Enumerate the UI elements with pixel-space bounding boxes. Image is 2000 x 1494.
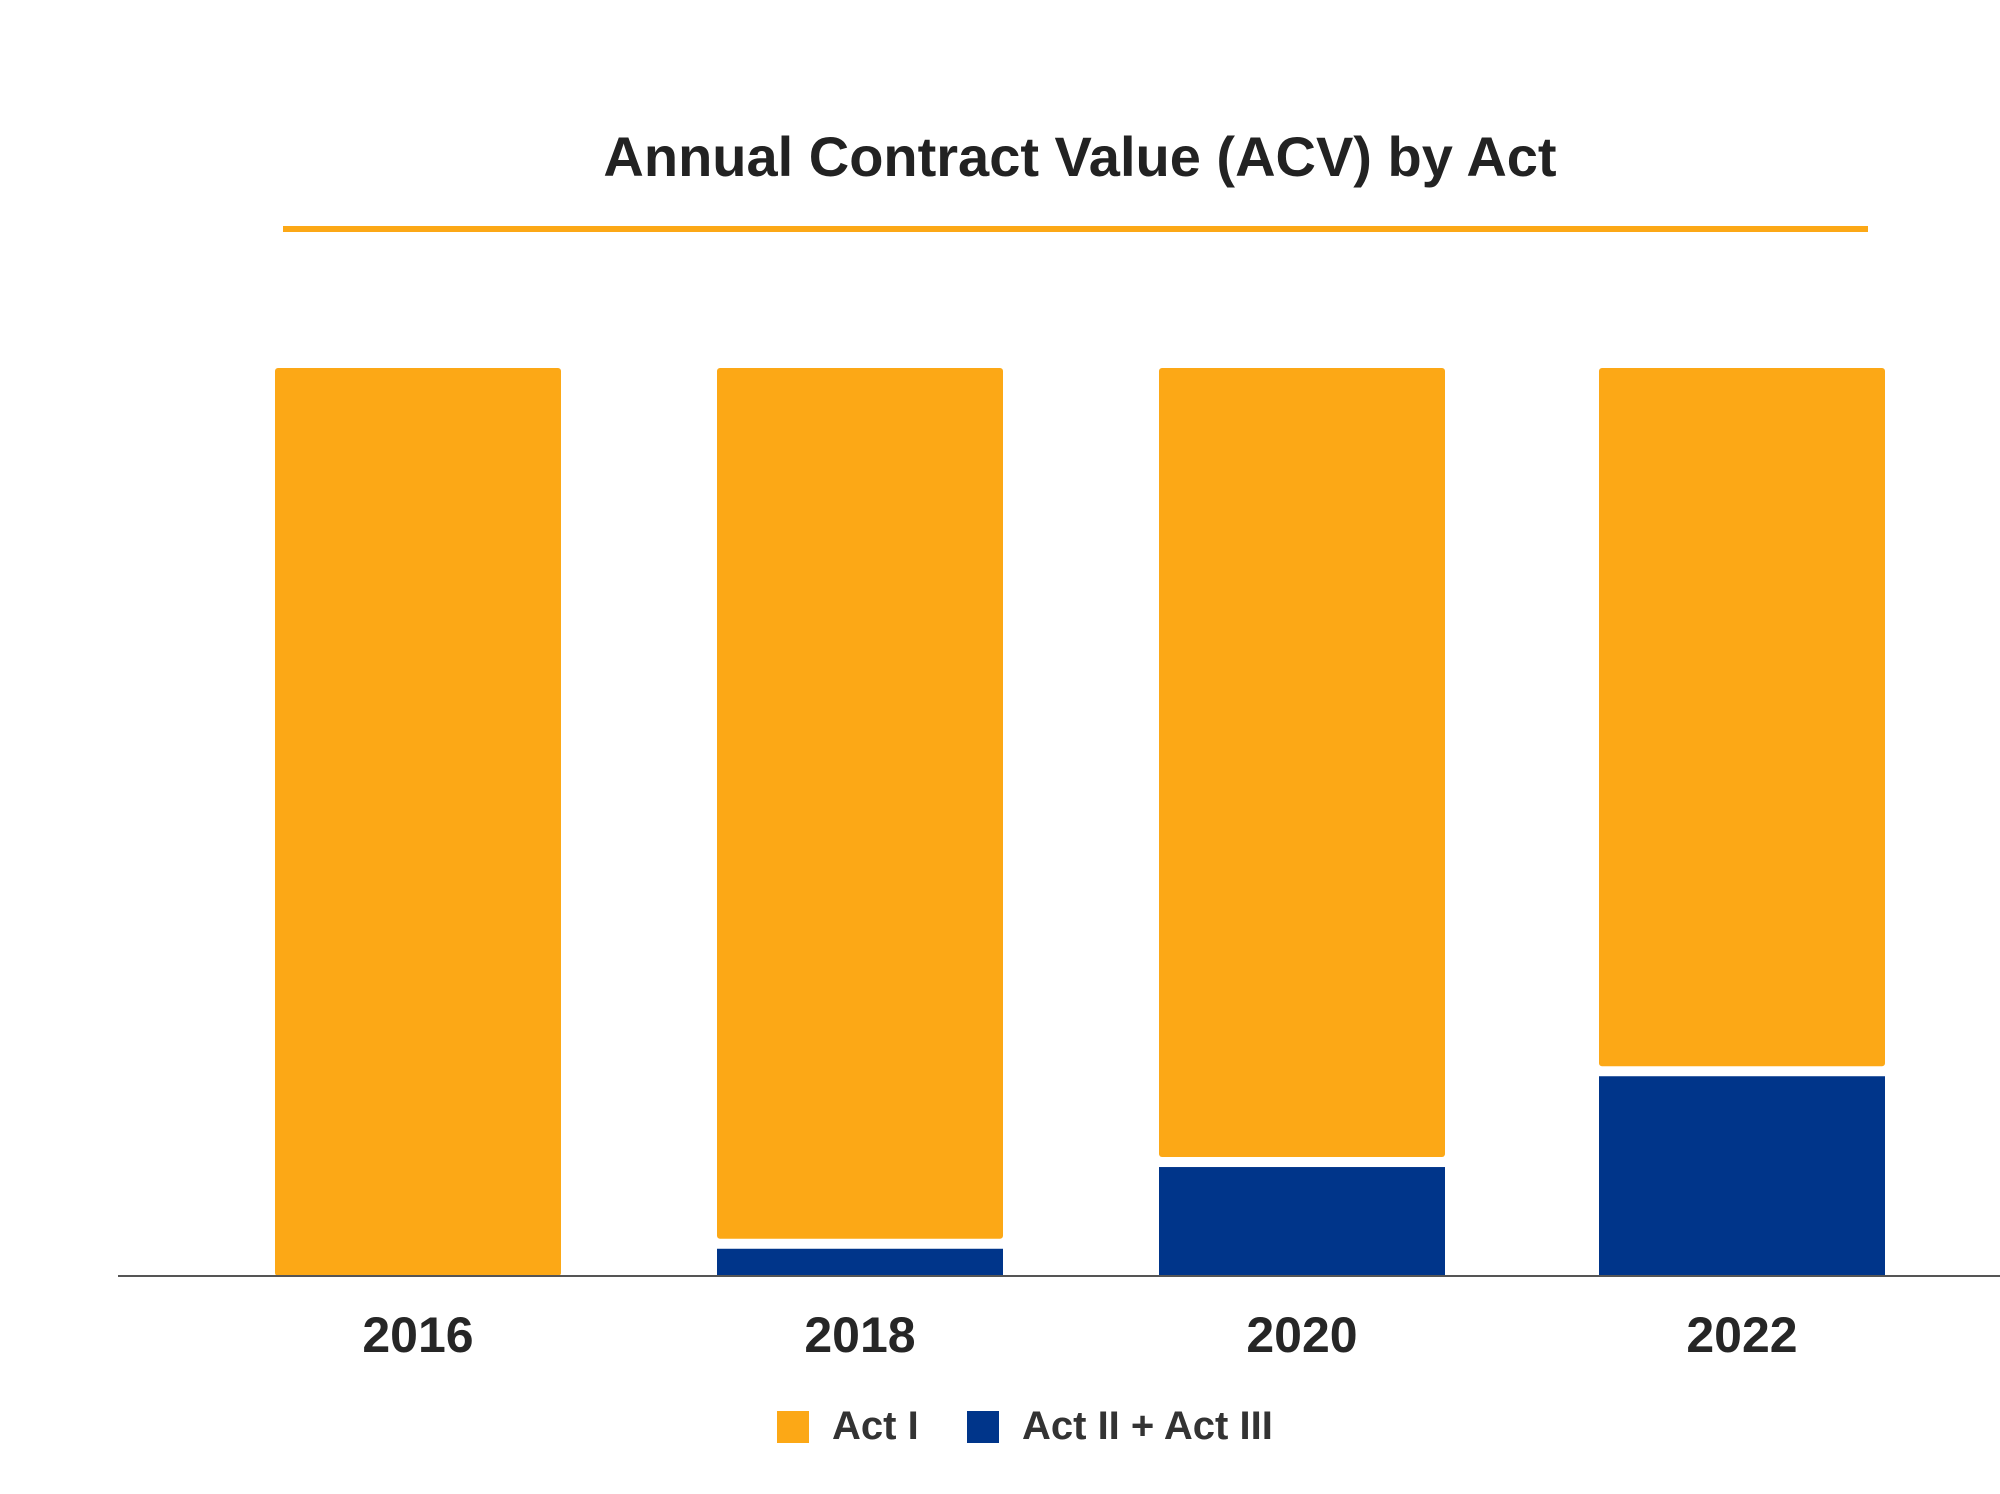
bar-2022-act-i xyxy=(1599,368,1885,1067)
x-tick-label-2020: 2020 xyxy=(1246,1307,1357,1363)
legend-swatch-act-ii-act-iii xyxy=(967,1411,999,1443)
bar-2016-act-i xyxy=(275,368,561,1276)
bar-2022-act-ii-act-iii xyxy=(1599,1076,1885,1276)
bar-2020-act-ii-act-iii xyxy=(1159,1167,1445,1276)
x-tick-label-2022: 2022 xyxy=(1686,1307,1797,1363)
bar-2018-act-i xyxy=(717,368,1003,1239)
chart-title: Annual Contract Value (ACV) by Act xyxy=(603,125,1556,188)
bar-2018-act-ii-act-iii xyxy=(717,1248,1003,1276)
x-tick-label-2016: 2016 xyxy=(362,1307,473,1363)
bars-group xyxy=(275,368,1885,1276)
x-tick-labels: 2016 2018 2020 2022 xyxy=(362,1307,1797,1363)
legend-swatch-act-i xyxy=(777,1411,809,1443)
legend-label-act-i: Act I xyxy=(832,1404,919,1448)
legend: Act I Act II + Act III xyxy=(777,1404,1273,1448)
legend-label-act-ii-act-iii: Act II + Act III xyxy=(1022,1404,1273,1448)
x-tick-label-2018: 2018 xyxy=(804,1307,915,1363)
bar-2020-act-i xyxy=(1159,368,1445,1158)
